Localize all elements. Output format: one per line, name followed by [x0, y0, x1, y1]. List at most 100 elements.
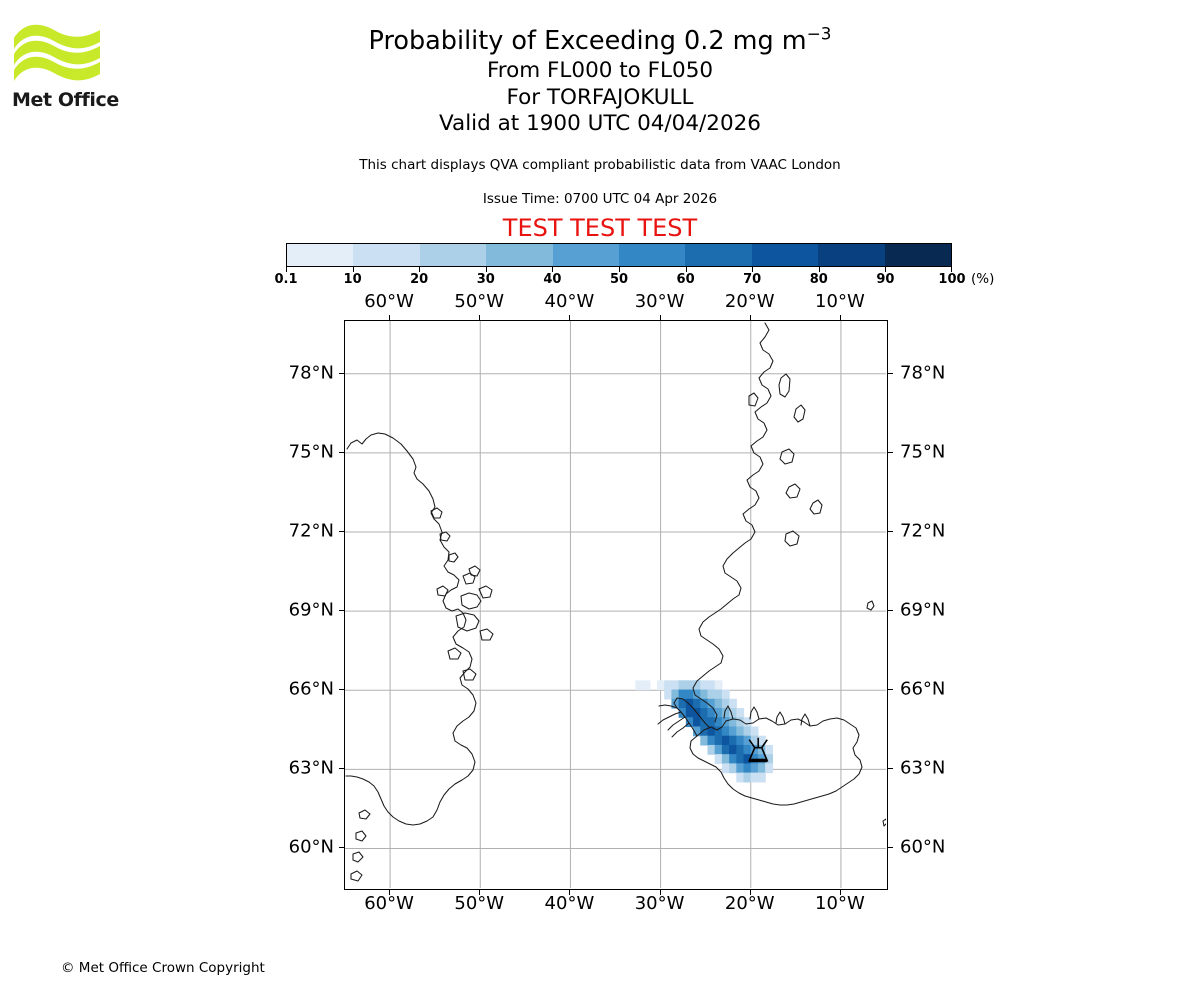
subtitle-valid-time: Valid at 1900 UTC 04/04/2026 — [438, 111, 761, 136]
ash-cell — [714, 754, 723, 764]
ash-cell — [721, 744, 730, 755]
issue-time-label: Issue Time: 0700 UTC 04 Apr 2026 — [482, 191, 718, 207]
colorbar-tick-mark — [419, 267, 421, 272]
map-plot-area[interactable] — [344, 320, 888, 890]
lat-label-left-3: 69°N — [288, 599, 334, 621]
ash-cell — [714, 744, 723, 755]
ash-cell — [685, 680, 694, 691]
colorbar-tick-label: 70 — [743, 272, 762, 287]
axis-tick — [339, 768, 344, 770]
ash-cell — [721, 735, 730, 746]
axis-tick — [339, 451, 344, 453]
met-office-logo: Met Office — [12, 18, 122, 118]
ash-cell — [750, 726, 759, 737]
ash-cell — [642, 680, 651, 691]
volcano-marker — [748, 737, 769, 763]
subtitle-volcano-name: For TORFAJOKULL — [506, 84, 694, 110]
ash-cell — [765, 754, 773, 764]
ash-cell — [700, 680, 709, 691]
ash-cell — [635, 680, 644, 691]
volcano-icon — [748, 737, 769, 762]
copyright-notice: © Met Office Crown Copyright — [61, 960, 265, 976]
ash-cell — [707, 698, 716, 709]
colorbar-tick-mark — [752, 267, 754, 272]
ash-cell — [757, 735, 766, 746]
colorbar-tick-mark — [818, 267, 820, 272]
ash-cell — [729, 763, 737, 774]
ash-cell — [743, 754, 752, 764]
axis-tick — [888, 610, 893, 612]
colorbar-tick-label: 20 — [410, 272, 429, 287]
lat-label-right-6: 60°N — [900, 836, 946, 858]
ash-cell — [765, 763, 773, 774]
lon-label-top-4: 20°W — [724, 291, 775, 312]
ash-cell — [700, 735, 709, 746]
test-watermark: TEST TEST TEST — [502, 214, 698, 242]
colorbar-band-2 — [419, 244, 487, 266]
probability-colorbar — [286, 243, 952, 267]
ash-cell — [736, 744, 745, 755]
ash-cell — [729, 698, 737, 709]
colorbar-band-5 — [619, 244, 686, 266]
axis-tick — [339, 530, 344, 532]
colorbar-tick-mark — [885, 267, 887, 272]
ash-cell — [685, 689, 694, 700]
ash-cell — [750, 735, 759, 746]
colorbar-gradient — [286, 243, 952, 267]
ash-cell — [685, 698, 694, 709]
colorbar-band-1 — [353, 244, 420, 266]
colorbar-tick-mark — [286, 267, 287, 272]
colorbar-tick-label: 50 — [609, 272, 629, 287]
axis-tick — [839, 890, 841, 895]
ash-cell — [714, 717, 723, 728]
ash-cell — [714, 708, 723, 718]
ash-cell — [700, 726, 709, 737]
lon-label-top-5: 10°W — [815, 291, 865, 312]
axis-tick — [389, 315, 391, 320]
colorbar-tick-label: 10 — [343, 272, 362, 287]
ash-cell — [750, 772, 759, 783]
lat-label-right-1: 75°N — [900, 441, 946, 463]
colorbar-tick-label: 0.1 — [274, 272, 298, 287]
colorbar-band-8 — [818, 244, 885, 266]
colorbar-band-0 — [287, 244, 354, 266]
colorbar-tick-label: 90 — [876, 272, 895, 287]
ash-cell — [707, 726, 716, 737]
colorbar-tick-mark — [619, 267, 620, 272]
lon-label-top-3: 30°W — [634, 291, 685, 312]
ash-cell — [736, 726, 745, 737]
colorbar-band-6 — [685, 244, 752, 266]
ash-cell — [743, 772, 752, 783]
lon-label-bottom-2: 40°W — [544, 893, 595, 914]
colorbar-tick-label: 60 — [676, 272, 695, 287]
axis-tick — [839, 315, 841, 320]
ash-cell — [678, 689, 687, 700]
ash-cell — [693, 698, 701, 709]
ash-cell — [700, 698, 709, 709]
colorbar-band-7 — [751, 244, 819, 266]
axis-tick — [339, 372, 344, 374]
lat-label-left-1: 75°N — [288, 441, 334, 463]
qva-compliance-note: This chart displays QVA compliant probab… — [359, 157, 841, 173]
axis-tick — [888, 372, 893, 374]
ash-cell — [729, 744, 737, 755]
axis-tick — [888, 530, 893, 532]
colorbar-tick-mark — [485, 267, 487, 272]
ash-cell — [678, 708, 687, 718]
ash-cell — [721, 698, 730, 709]
ash-cell — [743, 744, 752, 755]
ash-cell — [750, 763, 759, 774]
lat-label-right-4: 66°N — [900, 678, 946, 700]
ash-cell — [743, 726, 752, 737]
ash-cell — [757, 772, 766, 783]
ash-cell — [721, 726, 730, 737]
page-title-text: Probability of Exceeding 0.2 mg m — [368, 26, 807, 56]
ash-cell — [707, 717, 716, 728]
ash-cell — [707, 689, 716, 700]
ash-cell — [693, 689, 701, 700]
ash-cell — [685, 708, 694, 718]
colorbar-tick-label: 100 — [938, 272, 966, 287]
axis-tick — [389, 890, 391, 895]
ash-cell — [721, 708, 730, 718]
colorbar-band-3 — [486, 244, 553, 266]
